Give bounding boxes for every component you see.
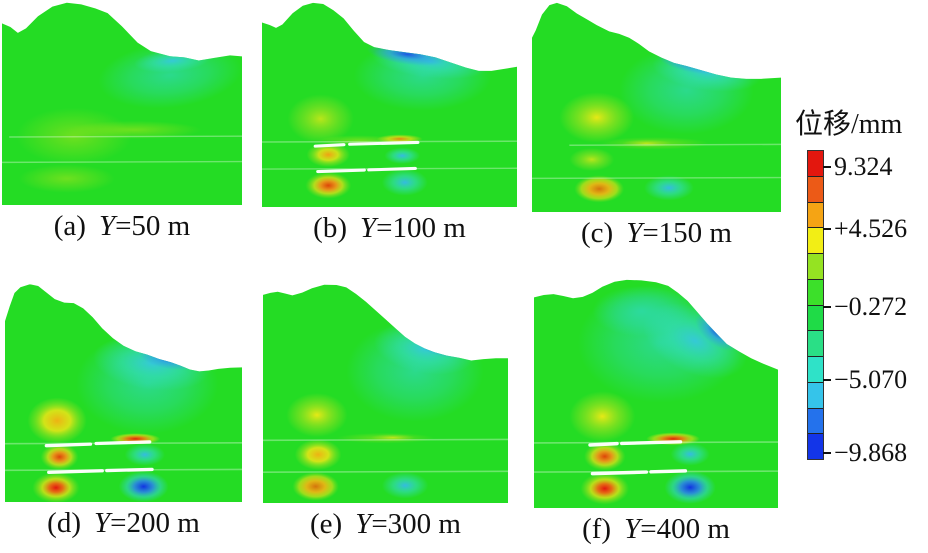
panel-e [263,283,508,503]
colorbar-tick [823,166,831,168]
caption-f: (f) Y=400 m [534,513,778,546]
contour-plot-a [2,2,242,205]
caption-d-text: Y=200 m [94,507,200,539]
caption-c-text: Y=150 m [626,217,732,249]
caption-a-text: Y=50 m [99,210,190,242]
caption-f-text: Y=400 m [624,513,730,545]
panel-a [2,2,242,205]
colorbar-tick [823,379,831,381]
caption-b: (b) Y=100 m [262,212,517,245]
caption-e: (e) Y=300 m [263,508,508,541]
colorbar-segment [808,279,823,306]
contour-plot-f [534,279,778,508]
colorbar-tick [823,306,831,308]
contour-plot-d [5,284,242,502]
colorbar-segment [808,151,823,177]
contour-plot-b [262,2,517,207]
caption-d-value: =200 m [110,507,200,539]
colorbar-tick [823,452,831,454]
colorbar-segment [808,228,823,254]
contour-plot-c [532,2,781,212]
caption-d-variable: Y [94,507,111,539]
caption-c: (c) Y=150 m [532,217,781,250]
caption-a: (a) Y=50 m [2,210,242,243]
colorbar-segment [808,331,823,357]
caption-b-index: (b) [313,212,347,244]
caption-f-variable: Y [624,513,641,545]
caption-b-variable: Y [360,212,377,244]
caption-e-value: =300 m [371,508,461,540]
colorbar-label-min: −9.868 [834,438,908,467]
colorbar-segment [808,254,823,280]
caption-f-value: =400 m [640,513,730,545]
caption-c-index: (c) [581,217,614,249]
colorbar-segment [808,202,823,229]
colorbar-segment [808,305,823,332]
colorbar-segment [808,434,823,459]
colorbar-label-4: −5.070 [834,365,908,394]
caption-b-value: =100 m [376,212,466,244]
caption-e-index: (e) [310,508,343,540]
colorbar-label-max: 9.324 [834,152,893,181]
panel-d [5,282,242,502]
caption-e-text: Y=300 m [355,508,461,540]
panel-c [532,2,781,212]
caption-c-value: =150 m [642,217,732,249]
caption-a-value: =50 m [115,210,191,242]
caption-f-index: (f) [582,513,612,545]
colorbar-label-3: −0.272 [834,292,908,321]
caption-d: (d) Y=200 m [5,507,242,540]
colorbar-tick [823,228,831,230]
caption-e-variable: Y [355,508,372,540]
caption-a-variable: Y [98,210,116,242]
panel-b [262,2,517,207]
contour-plot-e [263,284,508,503]
panel-f [534,279,778,508]
colorbar-segment [808,408,823,435]
colorbar-label-2: +4.526 [834,214,908,243]
colorbar-gradient-bar [807,150,824,460]
colorbar-segment [808,382,823,409]
colorbar-segment [808,357,823,383]
colorbar-segment [808,176,823,203]
caption-b-text: Y=100 m [360,212,466,244]
colorbar-title: 位移/mm [795,109,903,140]
caption-d-index: (d) [47,507,81,539]
colorbar: 位移/mm 9.324 +4.526 −0.272 −5.070 −9.868 [790,102,928,512]
caption-c-variable: Y [626,217,643,249]
caption-a-index: (a) [53,210,86,242]
